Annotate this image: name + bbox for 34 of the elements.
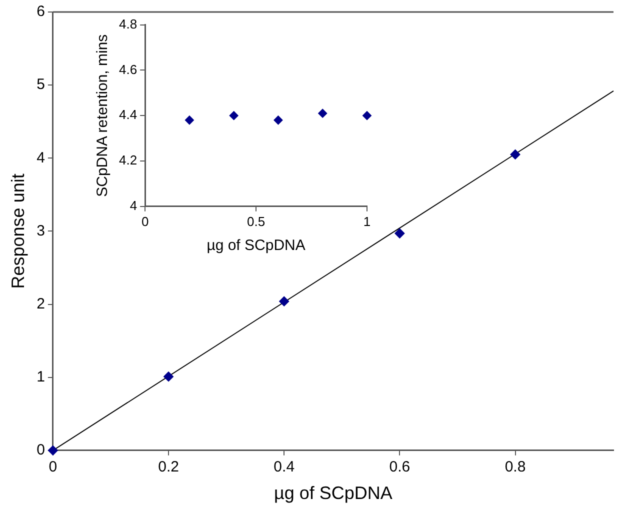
point — [510, 149, 520, 160]
y-tick-label: 2 — [36, 295, 45, 312]
point — [48, 445, 58, 456]
x-tick-label: 0 — [48, 458, 58, 476]
x-tick-label: 0.5 — [246, 214, 266, 229]
y-tick-label: 6 — [36, 3, 45, 20]
y-tick-label: 4 — [130, 198, 138, 213]
y-tick-label: 1 — [36, 368, 45, 386]
y-tick-label: 4 — [36, 149, 45, 166]
point — [229, 111, 238, 120]
point — [274, 116, 283, 125]
y-tick-label: 4.6 — [118, 62, 138, 77]
x-tick-label: 0.2 — [158, 458, 179, 476]
y-tick-label: 4.4 — [118, 107, 138, 122]
x-tick-label: 0.6 — [389, 458, 410, 476]
y-tick-label: 3 — [36, 222, 45, 240]
point — [362, 111, 372, 120]
y-tick-label: 4.2 — [118, 152, 138, 168]
x-tick-label: 1 — [363, 214, 371, 229]
point — [394, 228, 405, 238]
y-axis-title: SCpDNA retention, mins — [94, 34, 112, 197]
y-tick-label: 4.8 — [118, 16, 138, 32]
y-tick-label: 0 — [36, 442, 45, 459]
point — [318, 108, 328, 118]
x-axis-title: µg of SCpDNA — [206, 237, 306, 254]
y-axis-title: Response unit — [8, 174, 28, 289]
x-tick-label: 0.4 — [274, 458, 295, 476]
x-tick-label: 0.8 — [504, 458, 526, 476]
y-tick-label: 5 — [36, 76, 45, 94]
point — [184, 116, 194, 125]
point — [164, 372, 174, 382]
point — [279, 296, 290, 306]
x-tick-label: 0 — [141, 214, 149, 229]
x-axis-title: µg of SCpDNA — [274, 483, 392, 504]
